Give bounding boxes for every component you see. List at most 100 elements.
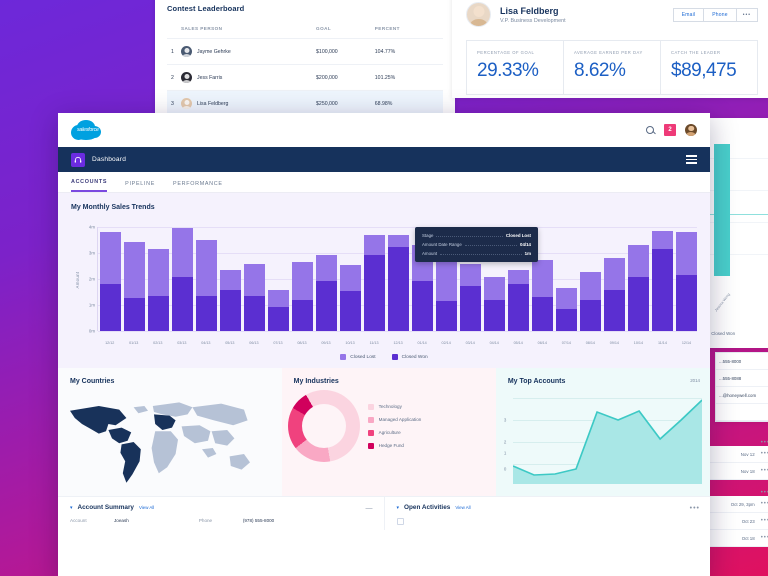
bar-segment-closed-lost[interactable] <box>291 262 314 301</box>
bar-segment-closed-lost[interactable] <box>435 261 458 302</box>
section-header[interactable]: ▾ Open Activities View All <box>397 504 699 511</box>
bar-02/13[interactable] <box>147 227 170 331</box>
list-more-icon[interactable]: ••• <box>760 490 768 496</box>
legend-item-closed-lost[interactable]: Closed Lost <box>340 354 376 360</box>
legend-item-closed-won[interactable]: Closed Won <box>391 354 428 360</box>
collapse-icon[interactable]: — <box>365 505 374 512</box>
bar-segment-closed-won[interactable] <box>243 295 266 331</box>
bar-segment-closed-won[interactable] <box>363 255 386 331</box>
donut-chart[interactable] <box>287 390 360 462</box>
bar-segment-closed-lost[interactable] <box>147 249 170 296</box>
tab-performance[interactable]: PERFORMANCE <box>173 181 223 187</box>
bar-segment-closed-won[interactable] <box>531 296 554 331</box>
bar-segment-closed-lost[interactable] <box>267 289 290 308</box>
legend-item-hedge-fund[interactable]: Hedge Fund <box>367 442 422 449</box>
bar-segment-closed-lost[interactable] <box>195 240 218 296</box>
section-header[interactable]: ▾ Account Summary View All <box>70 504 372 511</box>
bar-segment-closed-won[interactable] <box>411 281 434 331</box>
bar-segment-closed-won[interactable] <box>603 289 626 331</box>
bar-12/12[interactable] <box>100 227 122 331</box>
bar[interactable] <box>714 144 730 276</box>
top-accounts-area-chart[interactable]: 3 2 1 0 <box>504 392 702 484</box>
bar-05/13[interactable] <box>219 227 242 331</box>
legend-item-agriculture[interactable]: Agriculture <box>367 429 422 436</box>
bar-08/13[interactable] <box>291 227 314 331</box>
notification-badge[interactable]: 2 <box>664 124 676 136</box>
bar-segment-closed-lost[interactable] <box>100 231 122 284</box>
bar-10/14[interactable] <box>627 227 650 331</box>
bar-segment-closed-won[interactable] <box>100 283 122 331</box>
bar-segment-closed-won[interactable] <box>675 275 698 331</box>
list-item[interactable]: Nov 12 ••• <box>700 446 768 463</box>
bar-segment-closed-won[interactable] <box>123 297 146 331</box>
row-more-icon[interactable]: ••• <box>760 468 768 474</box>
row-more-icon[interactable]: ••• <box>760 535 768 541</box>
bar-segment-closed-lost[interactable] <box>459 263 482 287</box>
bar-segment-closed-lost[interactable] <box>243 263 266 296</box>
bar-segment-closed-lost[interactable] <box>579 271 602 301</box>
more-actions-button[interactable]: ••• <box>736 7 758 22</box>
bar-02/14[interactable] <box>435 227 458 331</box>
bar-segment-closed-won[interactable] <box>339 290 362 331</box>
bar-segment-closed-lost[interactable] <box>219 269 242 290</box>
bar-segment-closed-won[interactable] <box>627 276 650 331</box>
bar-segment-closed-lost[interactable] <box>171 228 194 277</box>
table-row[interactable]: 1 Jayme Gehrke $100,000 104.77% <box>167 38 443 65</box>
bar-segment-closed-lost[interactable] <box>675 231 698 276</box>
bar-07/13[interactable] <box>267 227 290 331</box>
bar-segment-closed-won[interactable] <box>195 295 218 331</box>
more-icon[interactable]: ••• <box>689 505 700 512</box>
bar-segment-closed-won[interactable] <box>459 286 482 331</box>
bar-segment-closed-lost[interactable] <box>507 269 530 284</box>
view-all-link[interactable]: View All <box>455 505 471 510</box>
bar-segment-closed-won[interactable] <box>651 249 674 331</box>
bar-segment-closed-won[interactable] <box>435 301 458 331</box>
bar-segment-closed-lost[interactable] <box>483 276 506 301</box>
bar-segment-closed-won[interactable] <box>483 300 506 331</box>
bar-03/14[interactable] <box>459 227 482 331</box>
bar-segment-closed-lost[interactable] <box>363 235 386 256</box>
row-more-icon[interactable]: ••• <box>760 518 768 524</box>
phone-button[interactable]: Phone <box>704 7 737 22</box>
tab-accounts[interactable]: ACCOUNTS <box>71 179 108 192</box>
bar-07/14[interactable] <box>555 227 578 331</box>
list-item[interactable]: Oct 23 ••• <box>700 513 768 530</box>
bar-segment-closed-won[interactable] <box>171 276 194 331</box>
bar-06/13[interactable] <box>243 227 266 331</box>
avatar[interactable] <box>685 124 697 136</box>
bar-08/14[interactable] <box>579 227 602 331</box>
bar-segment-closed-lost[interactable] <box>603 257 626 290</box>
bar-segment-closed-won[interactable] <box>291 300 314 331</box>
bar-04/13[interactable] <box>195 227 218 331</box>
world-map[interactable] <box>64 394 256 490</box>
table-row[interactable]: 3 Lisa Feldberg $250,000 68.98% <box>167 90 443 116</box>
bar-05/14[interactable] <box>507 227 530 331</box>
list-more-icon[interactable]: ••• <box>760 440 768 446</box>
bar-segment-closed-won[interactable] <box>579 300 602 331</box>
bar-segment-closed-lost[interactable] <box>627 244 650 277</box>
view-all-link[interactable]: View All <box>138 505 155 510</box>
bar-10/13[interactable] <box>339 227 362 331</box>
list-item[interactable]: Oct 18 ••• <box>700 530 768 547</box>
bar-segment-closed-lost[interactable] <box>387 235 410 248</box>
bar-segment-closed-won[interactable] <box>147 295 170 331</box>
bar-12/14[interactable] <box>675 227 698 331</box>
legend-item-technology[interactable]: Technology <box>367 403 422 410</box>
row-checkbox[interactable] <box>396 518 404 525</box>
bar-09/13[interactable] <box>315 227 338 331</box>
bar-12/13[interactable] <box>387 227 410 331</box>
row-more-icon[interactable]: ••• <box>760 451 768 457</box>
bar-11/14[interactable] <box>651 227 674 331</box>
legend-item-managed-application[interactable]: Managed Application <box>367 416 421 423</box>
email-button[interactable]: Email <box>672 7 705 22</box>
bar-segment-closed-lost[interactable] <box>339 264 362 291</box>
bar-segment-closed-won[interactable] <box>267 307 290 331</box>
bar-segment-closed-won[interactable] <box>387 247 410 331</box>
bar-01/13[interactable] <box>123 227 146 331</box>
bar-09/14[interactable] <box>603 227 626 331</box>
hamburger-icon[interactable] <box>686 155 697 164</box>
bar-segment-closed-lost[interactable] <box>123 242 146 298</box>
bar-06/14[interactable] <box>531 227 554 331</box>
headset-icon[interactable] <box>71 152 85 167</box>
bar-segment-closed-lost[interactable] <box>555 288 578 309</box>
